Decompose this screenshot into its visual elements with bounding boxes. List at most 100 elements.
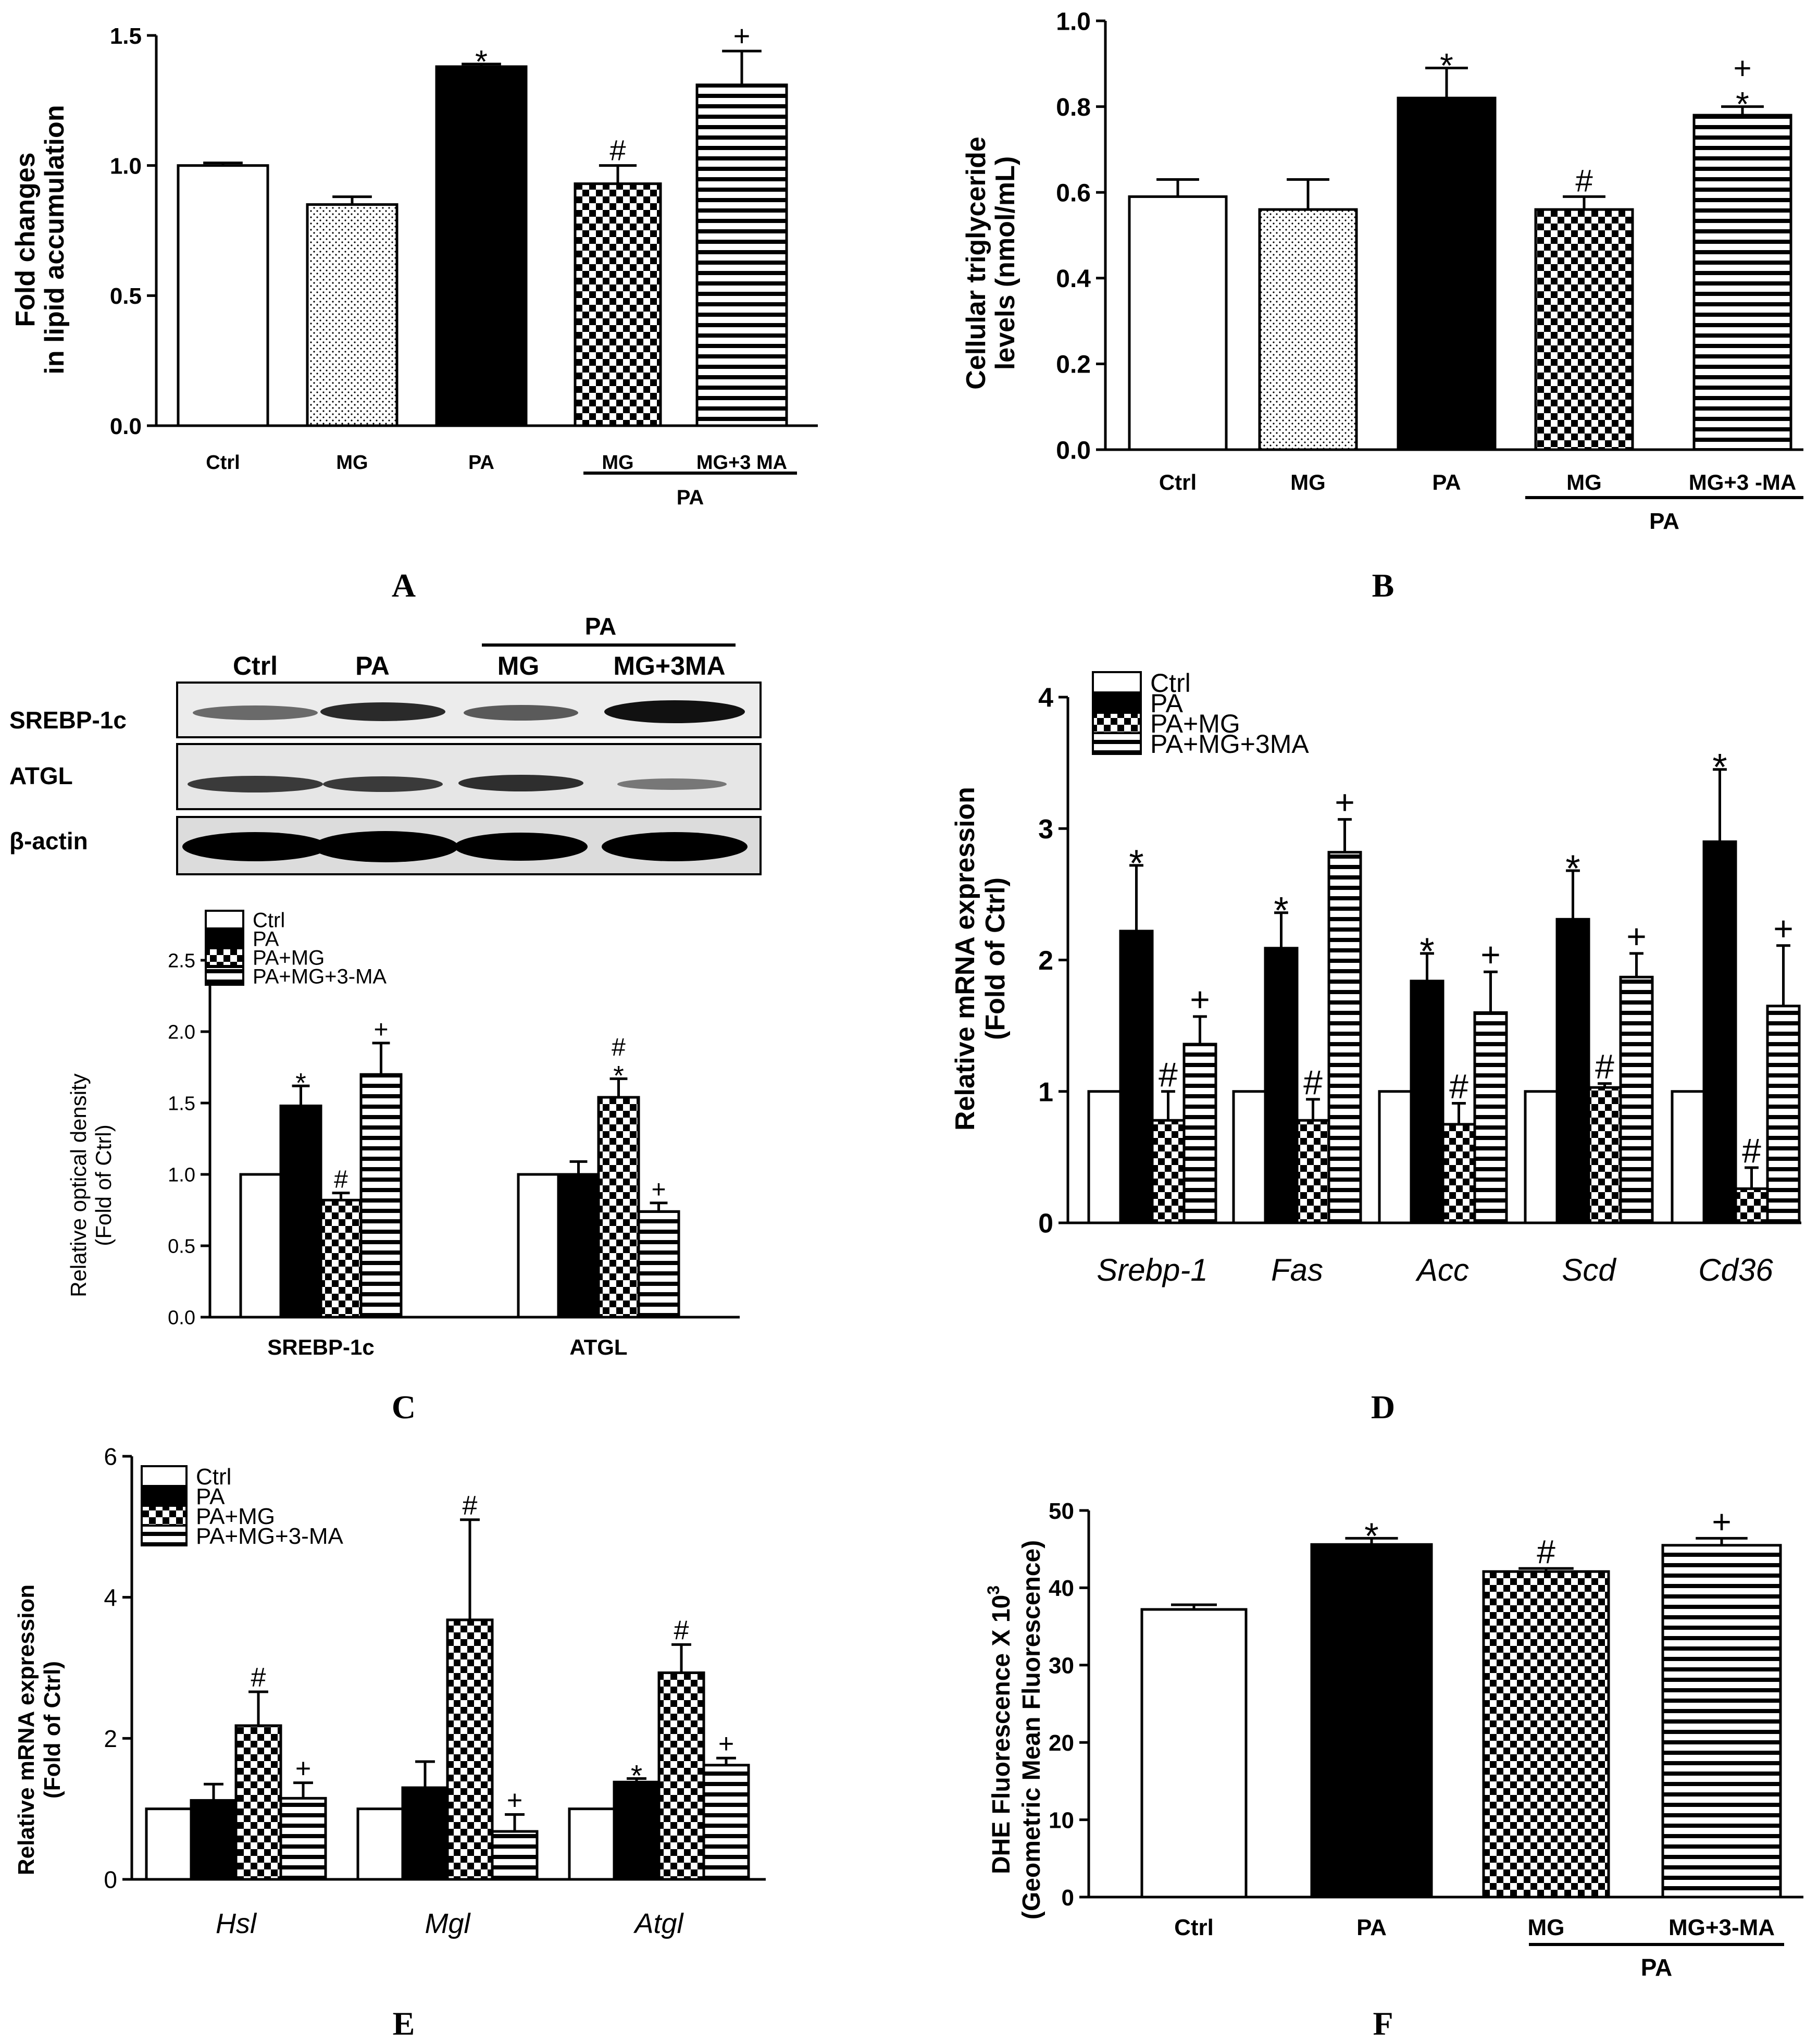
panel-e-bar [446,1618,494,1881]
panel-a-bar [435,65,528,427]
ylabel-c-line1: Relative optical density [66,1073,91,1297]
bars-c [201,959,740,1319]
panel-e-significance-mark: # [251,1663,266,1693]
marks-a: 0.0 0.5 1.0 1.5 Ctrl MG * PA # MG + MG+3 MA PA [110,19,787,509]
blot-row-srebp: SREBP-1c [9,707,127,734]
panel-b-significance-mark: * [1440,46,1453,84]
ylabel-d-line1: Relative mRNA expression [950,787,980,1131]
panel-c-significance-mark: * [613,1061,624,1092]
panel-f-category-label: MG [1528,1915,1565,1940]
panel-d-bar [1671,1090,1705,1224]
panel-c-significance-mark: + [373,1016,388,1044]
panel-b-bar [1128,195,1228,451]
ylabel-d: Relative mRNA expression (Fold of Ctrl) [950,787,1011,1131]
ylabel-f-sup: 3 [984,1585,1003,1595]
ylabel-a: Fold changes in lipid accumulation [10,105,70,374]
panel-a-category-label: MG [602,452,633,474]
panel-b-ytick-label: 0.8 [1056,94,1091,121]
panel-d-group-label: Srebp-1 [1097,1253,1207,1287]
panel-f-group-label: PA [1641,1954,1673,1981]
panel-e-significance-mark: # [463,1491,478,1521]
panel-label-c: C [392,1389,416,1426]
panel-b-bar [1397,96,1497,451]
panel-f-significance-mark: # [1537,1533,1555,1570]
panel-e-bar [657,1671,705,1881]
band-actin-pa [313,831,458,862]
marks-f: 0 10 20 30 40 50 Ctrl * PA # MG + MG+3-MA PA [1049,1498,1775,1981]
panel-d-bar [1119,930,1154,1224]
band-srebp-pa [320,702,445,721]
panel-d-legend-swatch [1092,712,1142,735]
panel-e-legend-label: PA+MG+3-MA [196,1523,343,1549]
panel-e-ytick-label: 4 [104,1584,117,1611]
panel-d-group-label: Fas [1271,1253,1323,1287]
panel-f-ytick-label: 30 [1049,1653,1074,1679]
panel-f-category-label: Ctrl [1174,1915,1214,1940]
panel-d-bar [1555,918,1590,1224]
panel-a-ytick-label: 1.5 [110,23,142,49]
ylabel-f-main: DHE Fluorescence X 10 [988,1595,1015,1874]
panel-d-significance-mark: + [1773,909,1794,948]
panel-d-bar [1766,1005,1801,1224]
panel-d-legend-swatch [1092,732,1142,755]
panel-d-ytick-label: 3 [1038,814,1053,845]
panel-c-group-label: SREBP-1c [267,1335,374,1359]
blot-group-label: PA [585,613,617,640]
panel-c-ytick-label: 0.0 [168,1307,195,1329]
ylabel-a-line1: Fold changes [10,152,41,327]
panel-d-bar [1441,1123,1476,1224]
panel-b-bar [1692,114,1792,451]
panel-c-bar [557,1173,600,1319]
panel-a-ytick-label: 0.5 [110,283,142,309]
panel-d: Relative mRNA expression (Fold of Ctrl) … [950,668,1801,1287]
panel-d-significance-mark: # [1595,1047,1614,1086]
panel-c-ytick-label: 0.5 [168,1236,195,1258]
panel-a-significance-mark: + [733,19,751,52]
panel-d-legend-label: Ctrl [1150,668,1191,698]
bars-d [1059,696,1801,1224]
blot-lane-pa: PA [355,651,390,680]
panel-e-bar [613,1780,661,1881]
panel-d-bar [1087,1090,1122,1224]
panel-d-legend-label: PA [1150,689,1184,718]
panel-a-ytick-label: 1.0 [110,154,142,179]
panel-e-legend-swatch [141,1505,188,1527]
panel-f-significance-mark: * [1364,1515,1378,1556]
panel-f-bar [1661,1544,1782,1899]
bars-b [1096,19,1803,499]
panel-f: DHE Fluorescence X 103 (Geometric Mean F… [984,1498,1803,1981]
panel-e-bar [401,1786,449,1881]
ylabel-e-line1: Relative mRNA expression [14,1584,39,1875]
panel-c-legend-label: PA+MG [253,946,325,969]
panel-a: Fold changes in lipid accumulation 0.00.… [10,19,818,509]
panel-a-significance-mark: # [609,134,626,167]
panel-f-ytick-label: 40 [1049,1576,1074,1601]
ylabel-c-line2: (Fold of Ctrl) [91,1124,116,1246]
marks-c: 0.00.51.01.52.02.5*#+SREBP-1c*#+ATGL [168,950,666,1359]
panel-e-bar [356,1807,404,1881]
panel-d-significance-mark: + [1190,980,1210,1019]
panel-c: Relative optical density (Fold of Ctrl) … [66,909,740,1359]
panel-c-legend-label: Ctrl [253,909,285,932]
panel-e: Relative mRNA expression (Fold of Ctrl) … [14,1443,766,1939]
panel-c-legend-swatch [205,928,244,948]
panel-a-category-label: Ctrl [206,452,240,474]
panel-b-significance-mark: + [1733,51,1751,85]
panel-e-legend-label: Ctrl [196,1464,231,1490]
panel-e-bar [568,1807,616,1881]
panel-d-bar [1182,1043,1217,1224]
panel-b-ytick-label: 1.0 [1056,8,1091,35]
panel-e-ytick-label: 6 [104,1443,117,1470]
ylabel-a-line2: in lipid accumulation [40,105,70,374]
panel-a-category-label: MG+3 MA [696,452,787,474]
panel-e-bar [234,1724,282,1881]
panel-d-bar [1327,851,1362,1224]
panel-e-group-label: Atgl [633,1908,684,1939]
panel-d-bar [1524,1090,1559,1224]
western-blot: PA Ctrl PA MG MG+3MA SREBP-1c ATGL β-act… [9,613,762,875]
panel-a-bar [695,83,788,427]
panel-d-significance-mark: * [1129,842,1143,884]
panel-d-bar [1587,1086,1622,1224]
bars-a [147,34,818,475]
